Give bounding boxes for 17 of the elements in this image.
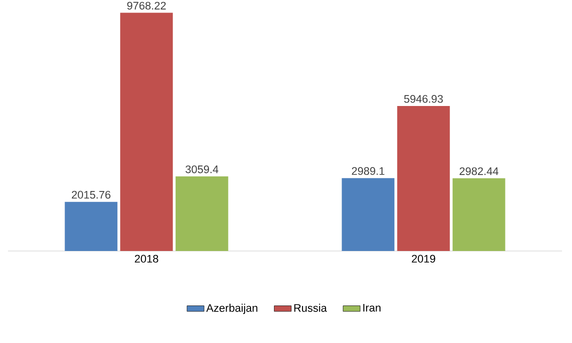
legend-label: Azerbaijan [206,304,258,314]
data-label: 9768.22 [127,2,166,10]
data-label: 2982.44 [460,167,498,176]
data-label: 2015.76 [72,190,110,199]
data-label: 2989.1 [352,167,384,175]
data-label: 3059.4 [186,165,218,174]
bar [452,178,506,251]
bar [64,202,118,251]
bar [342,178,394,251]
bar [176,176,228,251]
legend-label: Russia [294,304,327,312]
bar [120,12,173,251]
data-label: 5946.93 [404,95,443,103]
bar [397,106,450,251]
legend-label: Iran [363,304,380,312]
x-tick-label: 2018 [134,254,158,263]
x-tick-label: 2019 [412,254,436,263]
